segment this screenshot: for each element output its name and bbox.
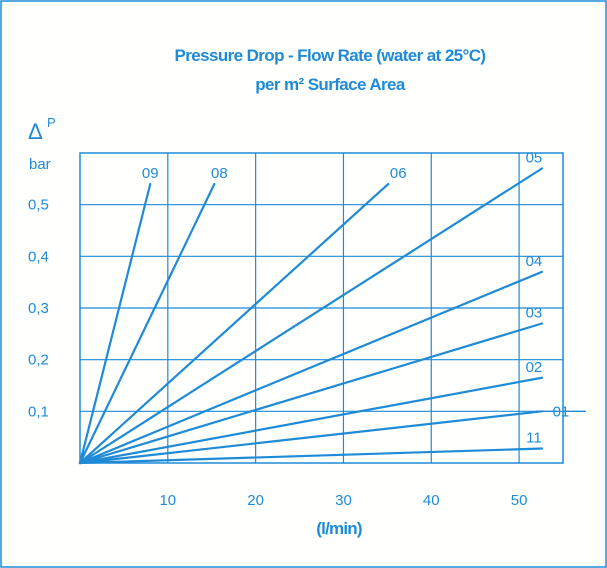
series-labels: 09 08 06 05 04 03 02 01 11 — [142, 150, 586, 447]
series-label-08: 08 — [211, 165, 228, 182]
x-tick-labels: 10 20 30 40 50 — [159, 492, 527, 509]
series-line-02 — [78, 376, 544, 465]
x-tick-label: 20 — [247, 492, 264, 509]
x-tick-label: 50 — [511, 492, 528, 509]
y-axis-p-superscript: P — [47, 115, 56, 130]
series-line-05 — [78, 167, 544, 465]
series-label-06: 06 — [390, 165, 407, 182]
series-label-01: 01 — [553, 403, 570, 420]
series-line-08 — [78, 182, 216, 465]
x-tick-label: 10 — [159, 492, 176, 509]
series-line-11 — [78, 447, 544, 465]
series-label-04: 04 — [526, 253, 543, 270]
y-tick-labels: 0,1 0,2 0,3 0,4 0,5 — [28, 197, 49, 421]
y-tick-label: 0,4 — [28, 248, 49, 265]
series-line-06 — [78, 182, 390, 465]
series-line-03 — [78, 322, 544, 465]
series-label-09: 09 — [142, 165, 159, 182]
y-axis-delta-symbol: Δ — [28, 119, 43, 144]
series-line-09 — [78, 182, 152, 465]
y-tick-label: 0,3 — [28, 300, 49, 317]
series-label-11: 11 — [526, 430, 542, 447]
series-line-04 — [78, 270, 544, 465]
chart-subtitle: per m² Surface Area — [255, 75, 406, 94]
series-label-03: 03 — [526, 305, 543, 322]
series-line-01 — [78, 410, 544, 465]
y-tick-label: 0,1 — [28, 403, 49, 420]
x-axis-label: (l/min) — [316, 519, 362, 538]
series-label-02: 02 — [526, 359, 543, 376]
x-tick-label: 30 — [335, 492, 352, 509]
y-axis-unit: bar — [29, 156, 51, 173]
series-lines — [78, 167, 544, 465]
chart-title: Pressure Drop - Flow Rate (water at 25°C… — [175, 46, 486, 65]
x-tick-label: 40 — [423, 492, 440, 509]
y-tick-label: 0,2 — [28, 352, 49, 369]
series-label-05: 05 — [526, 150, 543, 167]
y-tick-label: 0,5 — [28, 197, 49, 214]
